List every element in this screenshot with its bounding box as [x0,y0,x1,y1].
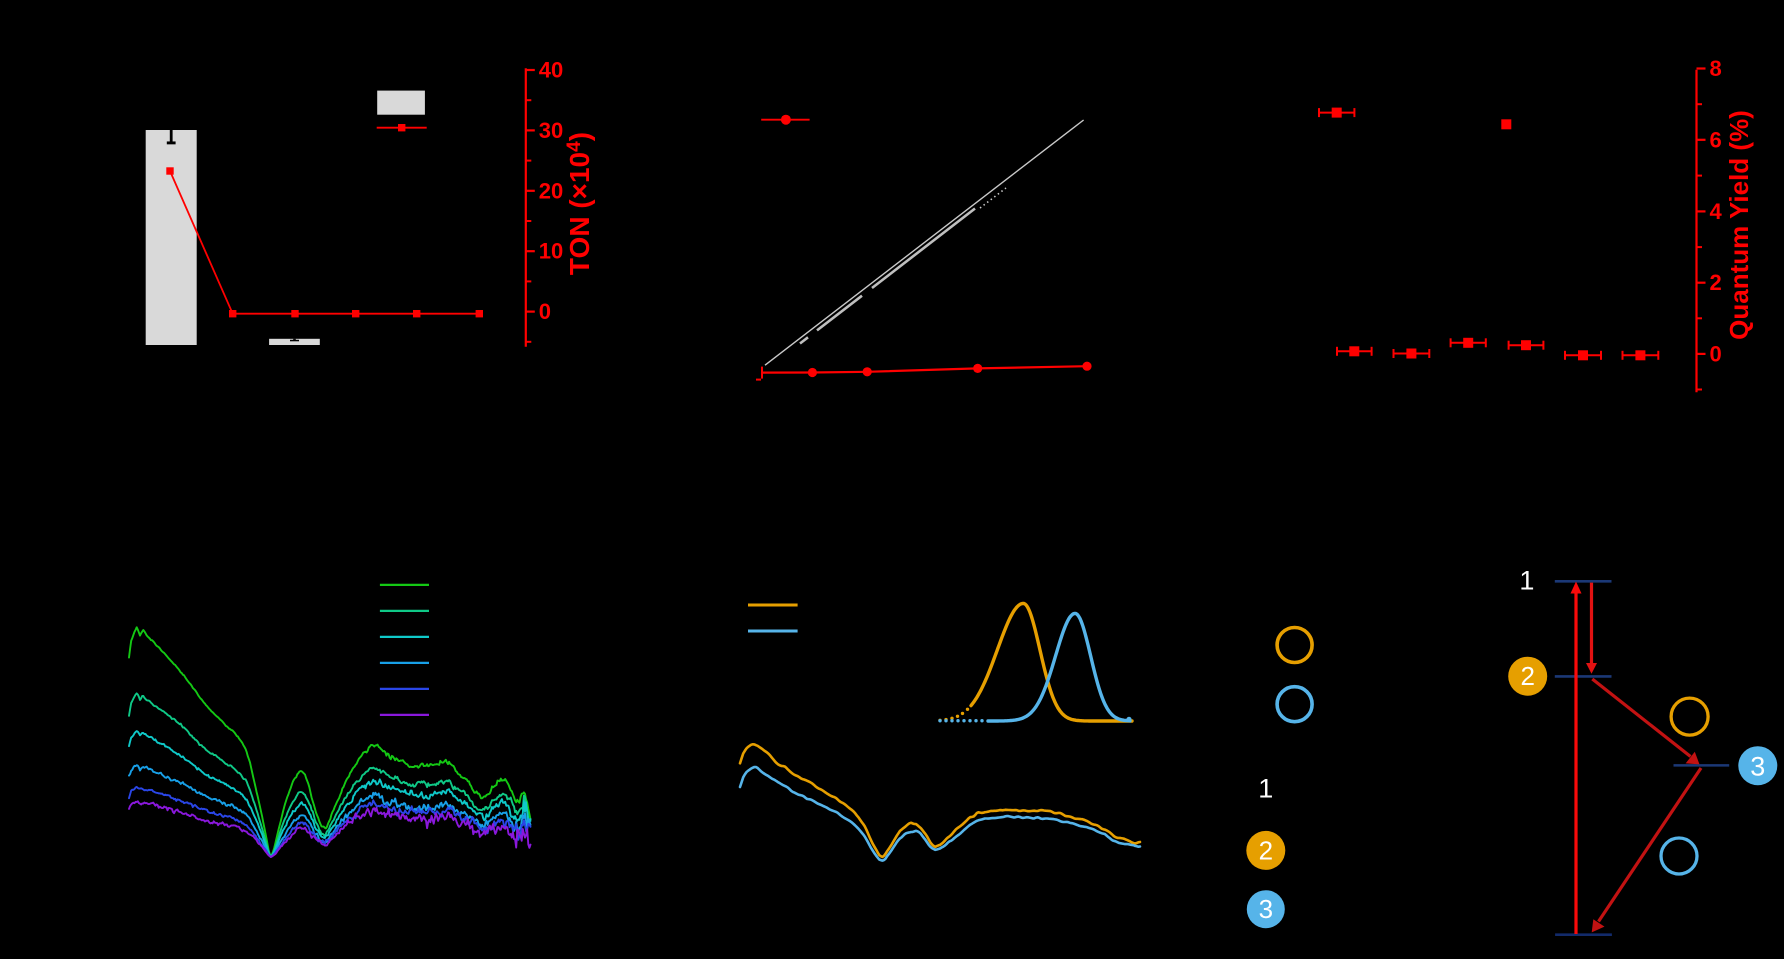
svg-text:0: 0 [539,299,551,324]
svg-text:TON (×104): TON (×104) [564,132,595,275]
svg-text:2: 2 [1520,661,1534,691]
svg-text:3: 3 [1259,894,1273,924]
svg-text:1: 1 [1519,566,1534,596]
svg-text:20: 20 [539,178,563,203]
svg-text:40: 40 [539,58,563,83]
svg-text:0: 0 [1710,341,1722,366]
svg-text:2: 2 [1710,270,1722,295]
svg-text:10: 10 [539,239,563,264]
svg-text:6: 6 [1710,127,1722,152]
svg-text:30: 30 [539,118,563,143]
svg-text:3: 3 [1750,751,1765,781]
svg-text:8: 8 [1710,56,1722,81]
svg-text:4: 4 [1710,199,1723,224]
svg-text:1: 1 [1258,774,1273,804]
svg-text:Quantum Yield (%): Quantum Yield (%) [1724,110,1754,340]
svg-text:2: 2 [1259,836,1273,866]
